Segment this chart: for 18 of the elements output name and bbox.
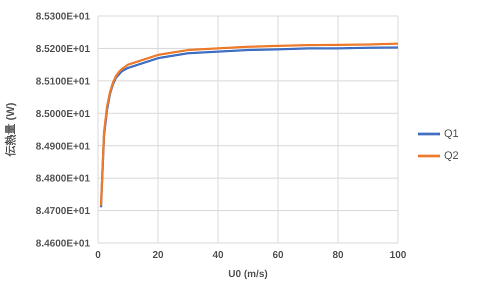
x-tick-label: 80: [332, 250, 344, 262]
x-tick-label: 40: [212, 250, 224, 262]
legend-label: Q1: [444, 127, 459, 140]
legend-label: Q2: [444, 149, 459, 162]
y-tick-label: 8.4800E+01: [36, 174, 90, 185]
y-tick-label: 8.5100E+01: [36, 76, 90, 88]
y-axis-title: 伝熱量 (W): [4, 102, 17, 158]
y-tick-label: 8.4900E+01: [36, 141, 90, 152]
y-tick-label: 8.4700E+01: [36, 206, 90, 218]
x-tick-label: 20: [152, 250, 164, 262]
y-tick-label: 8.5200E+01: [36, 44, 90, 55]
x-axis-title: U0 (m/s): [228, 269, 268, 280]
y-tick-label: 8.4600E+01: [36, 238, 90, 250]
x-tick-label: 0: [95, 250, 102, 262]
x-tick-label: 60: [272, 250, 284, 262]
y-tick-label: 8.5300E+01: [36, 12, 90, 23]
y-tick-label: 8.5000E+01: [36, 108, 90, 120]
x-tick-label: 100: [390, 250, 407, 262]
